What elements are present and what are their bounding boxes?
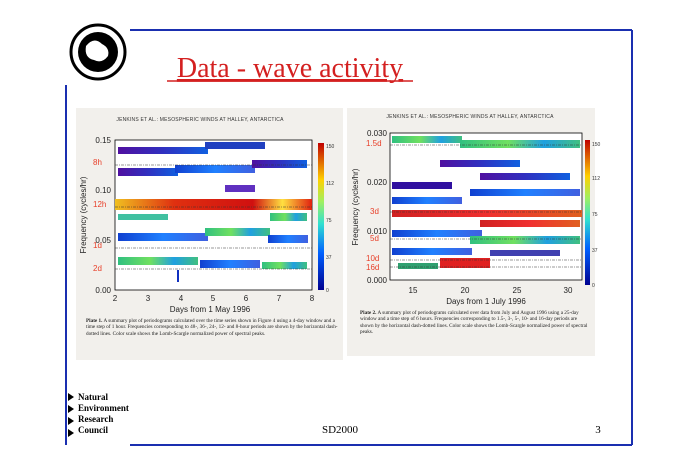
x-tick-label: 25 bbox=[513, 286, 522, 295]
colorbar-tick: 75 bbox=[326, 218, 332, 224]
logo bbox=[69, 23, 127, 81]
footer-center: SD2000 bbox=[322, 424, 359, 436]
spectral-bands bbox=[115, 142, 312, 282]
colorbar-tick: 150 bbox=[326, 144, 335, 150]
x-tick-label: 4 bbox=[179, 294, 184, 303]
x-tick-label: 5 bbox=[211, 294, 216, 303]
x-tick-label: 3 bbox=[146, 294, 151, 303]
colorbar bbox=[585, 140, 590, 285]
colorbar-tick: 0 bbox=[326, 288, 329, 294]
colorbar-tick: 37 bbox=[592, 248, 598, 254]
caption-label: Plate 2. bbox=[360, 310, 377, 316]
period-label: 16d bbox=[366, 263, 379, 272]
y-tick-label: 0.010 bbox=[367, 227, 388, 236]
figure-header: JENKINS ET AL.: MESOSPHERIC WINDS AT HAL… bbox=[386, 114, 554, 120]
x-axis-label: Days from 1 July 1996 bbox=[446, 297, 526, 306]
period-label: 5d bbox=[370, 234, 379, 243]
x-tick-label: 2 bbox=[113, 294, 118, 303]
caption-label: Plate 1. bbox=[86, 318, 103, 324]
figure: JENKINS ET AL.: MESOSPHERIC WINDS AT HAL… bbox=[76, 108, 343, 360]
y-tick-label: 0.020 bbox=[367, 178, 388, 187]
period-label: 8h bbox=[93, 158, 102, 167]
period-label: 10d bbox=[366, 254, 379, 263]
x-tick-label: 30 bbox=[564, 286, 573, 295]
colorbar bbox=[318, 143, 324, 290]
figure-header: JENKINS ET AL.: MESOSPHERIC WINDS AT HAL… bbox=[116, 117, 284, 123]
spectral-bands bbox=[392, 136, 582, 269]
period-lines bbox=[390, 144, 582, 268]
y-tick-label: 0.030 bbox=[367, 129, 388, 138]
nerc-logo: Natural Environment Research Council bbox=[68, 392, 129, 437]
page-number: 3 bbox=[595, 424, 601, 436]
period-label: 2d bbox=[93, 264, 102, 273]
colorbar-tick: 75 bbox=[592, 212, 598, 218]
y-tick-label: 0.15 bbox=[95, 136, 111, 145]
colorbar-tick: 112 bbox=[326, 181, 334, 187]
y-axis-label: Frequency (cycles/hr) bbox=[79, 176, 88, 253]
period-label: 1d bbox=[93, 241, 102, 250]
caption-text: A summary plot of periodograms calculate… bbox=[360, 310, 588, 336]
plot-area bbox=[389, 132, 583, 281]
organisation-line: Environment bbox=[78, 403, 129, 413]
slide-title: Data - wave activity bbox=[177, 53, 403, 84]
organisation-line: Council bbox=[78, 425, 109, 435]
x-axis-label: Days from 1 May 1996 bbox=[170, 305, 251, 314]
y-tick-label: 0.05 bbox=[95, 236, 111, 245]
y-axis-label: Frequency (cycles/hr) bbox=[351, 168, 360, 245]
colorbar-tick: 0 bbox=[592, 283, 595, 289]
period-label: 3d bbox=[370, 207, 379, 216]
y-tick-label: 0.10 bbox=[95, 186, 111, 195]
x-tick-label: 20 bbox=[461, 286, 470, 295]
colorbar-tick: 112 bbox=[592, 176, 600, 182]
organisation-line: Natural bbox=[78, 392, 108, 402]
y-tick-label: 0.000 bbox=[367, 276, 388, 285]
figure: JENKINS ET AL.: MESOSPHERIC WINDS AT HAL… bbox=[347, 108, 601, 356]
period-label: 12h bbox=[93, 200, 106, 209]
caption: Plate 2. A summary plot of periodograms … bbox=[360, 310, 588, 336]
period-label: 1.5d bbox=[366, 139, 382, 148]
organisation-line: Research bbox=[78, 414, 113, 424]
caption-text: A summary plot of periodograms calculate… bbox=[86, 318, 338, 337]
period-lines bbox=[115, 164, 312, 270]
x-tick-label: 8 bbox=[310, 294, 315, 303]
colorbar-tick: 37 bbox=[326, 255, 332, 261]
caption: Plate 1. A summary plot of periodograms … bbox=[86, 318, 338, 337]
x-tick-label: 15 bbox=[409, 286, 418, 295]
x-tick-label: 7 bbox=[277, 294, 282, 303]
y-tick-label: 0.00 bbox=[95, 286, 111, 295]
colorbar-tick: 150 bbox=[592, 142, 601, 148]
x-tick-label: 6 bbox=[244, 294, 249, 303]
